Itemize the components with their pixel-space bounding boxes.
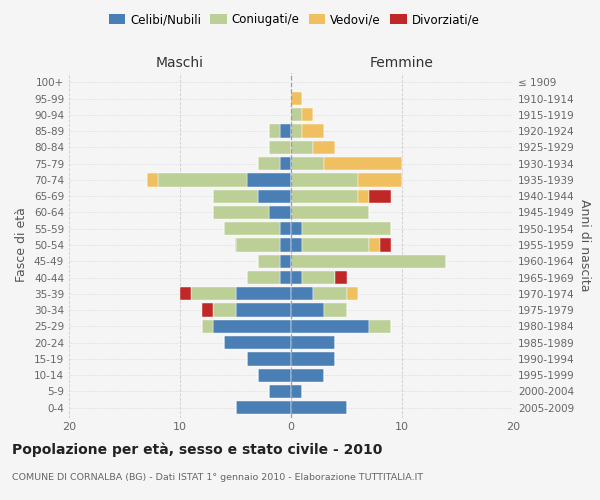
Bar xyxy=(269,385,291,398)
Y-axis label: Fasce di età: Fasce di età xyxy=(16,208,28,282)
Bar xyxy=(214,190,258,203)
Bar xyxy=(358,173,402,186)
Bar xyxy=(202,304,214,317)
Bar xyxy=(291,157,325,170)
Bar xyxy=(158,173,247,186)
Bar xyxy=(214,304,235,317)
Bar xyxy=(302,124,325,138)
Bar xyxy=(302,271,335,284)
Bar xyxy=(291,222,302,235)
Bar xyxy=(291,124,302,138)
Bar xyxy=(302,238,369,252)
Bar xyxy=(269,124,280,138)
Bar xyxy=(358,190,369,203)
Bar xyxy=(291,287,313,300)
Bar xyxy=(291,108,302,122)
Bar xyxy=(235,304,291,317)
Bar xyxy=(280,157,291,170)
Bar xyxy=(325,304,347,317)
Bar xyxy=(313,287,347,300)
Bar xyxy=(291,238,302,252)
Bar xyxy=(280,254,291,268)
Bar xyxy=(247,173,291,186)
Bar xyxy=(235,287,291,300)
Bar xyxy=(202,320,214,333)
Bar xyxy=(302,108,313,122)
Bar xyxy=(224,336,291,349)
Bar xyxy=(258,157,280,170)
Bar xyxy=(369,190,391,203)
Bar xyxy=(291,173,358,186)
Bar xyxy=(369,238,380,252)
Bar xyxy=(191,287,235,300)
Bar xyxy=(291,190,358,203)
Bar xyxy=(280,124,291,138)
Bar xyxy=(269,140,291,154)
Bar xyxy=(280,238,291,252)
Bar xyxy=(302,222,391,235)
Bar xyxy=(291,320,369,333)
Bar xyxy=(258,368,291,382)
Bar xyxy=(146,173,158,186)
Bar xyxy=(291,401,347,414)
Bar xyxy=(258,190,291,203)
Bar xyxy=(325,157,402,170)
Bar xyxy=(214,320,291,333)
Text: Femmine: Femmine xyxy=(370,56,434,70)
Legend: Celibi/Nubili, Coniugati/e, Vedovi/e, Divorziati/e: Celibi/Nubili, Coniugati/e, Vedovi/e, Di… xyxy=(104,8,484,31)
Bar xyxy=(235,238,280,252)
Bar xyxy=(347,287,358,300)
Bar xyxy=(291,336,335,349)
Bar xyxy=(291,254,446,268)
Bar xyxy=(291,92,302,105)
Bar xyxy=(291,368,325,382)
Bar xyxy=(258,254,280,268)
Y-axis label: Anni di nascita: Anni di nascita xyxy=(578,198,591,291)
Bar xyxy=(214,206,269,219)
Text: Maschi: Maschi xyxy=(156,56,204,70)
Bar xyxy=(269,206,291,219)
Bar xyxy=(247,352,291,366)
Bar xyxy=(280,222,291,235)
Bar xyxy=(180,287,191,300)
Bar xyxy=(369,320,391,333)
Bar xyxy=(291,271,302,284)
Bar xyxy=(247,271,280,284)
Bar xyxy=(335,271,347,284)
Bar xyxy=(291,385,302,398)
Bar xyxy=(235,401,291,414)
Bar xyxy=(313,140,335,154)
Bar xyxy=(280,271,291,284)
Bar xyxy=(291,352,335,366)
Text: COMUNE DI CORNALBA (BG) - Dati ISTAT 1° gennaio 2010 - Elaborazione TUTTITALIA.I: COMUNE DI CORNALBA (BG) - Dati ISTAT 1° … xyxy=(12,472,423,482)
Bar xyxy=(224,222,280,235)
Bar xyxy=(291,206,369,219)
Bar xyxy=(380,238,391,252)
Bar xyxy=(291,140,313,154)
Bar xyxy=(291,304,325,317)
Text: Popolazione per età, sesso e stato civile - 2010: Popolazione per età, sesso e stato civil… xyxy=(12,442,382,457)
